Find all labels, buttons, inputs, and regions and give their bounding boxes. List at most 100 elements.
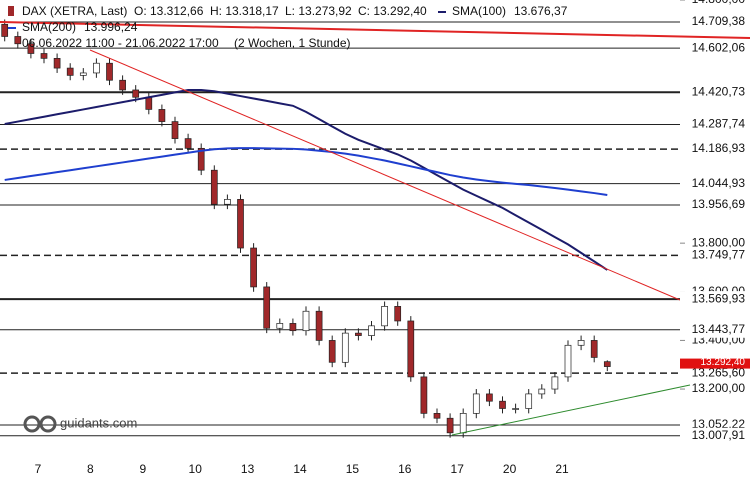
- watermark: guidants.com: [23, 415, 137, 433]
- candle-body: [93, 62, 100, 74]
- level-label: 14.287,74: [692, 117, 746, 131]
- level-label: 13.956,69: [692, 197, 746, 211]
- candle-body: [355, 332, 362, 336]
- x-tick-label: 8: [87, 462, 94, 476]
- level-label: 13.052,22: [692, 417, 746, 431]
- level-label-box: [680, 14, 750, 31]
- candle-body: [171, 121, 179, 139]
- legend-ohlc: O: 13.312,66: [134, 4, 204, 18]
- legend-value: 13.996,24: [84, 20, 138, 34]
- legend-name: SMA(100): [452, 4, 506, 18]
- level-label: 14.044,93: [692, 176, 746, 190]
- level-label-box: [680, 116, 750, 133]
- level-label-box: [680, 427, 750, 444]
- y-tick-label: 13.200,00: [692, 381, 746, 395]
- x-tick-label: 16: [398, 462, 412, 476]
- x-tick-label: 7: [35, 462, 42, 476]
- legend-ohlc: C: 13.292,40: [358, 4, 427, 18]
- candle-body: [551, 376, 559, 390]
- candle-body: [394, 306, 402, 322]
- candle-body: [224, 199, 231, 205]
- candle-body: [210, 169, 218, 205]
- level-label-box: [680, 141, 750, 158]
- candle-body: [368, 325, 375, 336]
- candle-body: [289, 323, 297, 332]
- candle-body: [14, 36, 22, 45]
- sma-line: [4, 88, 608, 271]
- candle-body: [486, 393, 493, 402]
- current-price-label: 13.292,40: [701, 357, 746, 368]
- candle-body: [158, 109, 166, 122]
- candle-body: [420, 376, 428, 414]
- logo: [23, 415, 41, 433]
- legend-name: SMA(200): [22, 20, 76, 34]
- candle-body: [407, 320, 415, 378]
- candle-body: [564, 344, 572, 378]
- candle-body: [459, 413, 467, 434]
- candle-body: [197, 147, 205, 171]
- level-label: 14.186,93: [692, 141, 746, 155]
- level-label: 14.709,38: [692, 14, 746, 28]
- logo: [39, 415, 57, 433]
- level-label-box: [680, 175, 750, 192]
- candle-body: [525, 393, 533, 409]
- candle-body: [106, 62, 113, 81]
- x-tick-label: 21: [555, 462, 569, 476]
- legend-ohlc: H: 13.318,17: [210, 4, 279, 18]
- legend-period: (2 Wochen, 1 Stunde): [234, 36, 351, 50]
- level-label: 13.443,77: [692, 322, 746, 336]
- level-label: 13.265,60: [692, 365, 746, 379]
- level-label-box: [680, 247, 750, 264]
- candle-body: [237, 199, 244, 249]
- candle-body: [603, 361, 611, 367]
- legend-date-range: 06.06.2022 11:00 - 21.06.2022 17:00: [22, 36, 219, 50]
- candle-body: [119, 79, 126, 91]
- candle-body: [302, 310, 310, 332]
- candle-body: [512, 408, 519, 410]
- candle-body: [315, 310, 323, 341]
- current-price-box: [680, 358, 750, 369]
- level-label-box: [680, 84, 750, 101]
- candle-body: [250, 247, 257, 288]
- candle-body: [263, 286, 271, 329]
- candle-body: [40, 53, 48, 59]
- candle-body: [472, 393, 480, 414]
- level-label: 14.602,06: [692, 40, 746, 54]
- y-tick-label: 13.800,00: [692, 235, 746, 249]
- candle-body: [53, 58, 61, 69]
- candle-body: [27, 43, 35, 54]
- level-label: 13.007,91: [692, 428, 746, 442]
- candle-body: [145, 96, 153, 110]
- candle-body: [433, 413, 441, 419]
- candle-body: [381, 306, 388, 327]
- x-tick-label: 10: [189, 462, 203, 476]
- candle-body: [132, 89, 140, 98]
- x-tick-label: 17: [451, 462, 465, 476]
- level-label: 13.569,93: [692, 291, 746, 305]
- trend-line: [89, 49, 681, 301]
- x-tick-label: 15: [346, 462, 360, 476]
- sma-line: [4, 147, 608, 197]
- level-label-box: [680, 197, 750, 214]
- x-tick-label: 14: [293, 462, 307, 476]
- x-tick-label: 13: [241, 462, 255, 476]
- candle-body: [577, 340, 585, 346]
- candle-body: [66, 67, 74, 76]
- level-label-box: [680, 365, 750, 382]
- trend-line: [0, 21, 750, 39]
- level-label-box: [680, 291, 750, 308]
- candle-body: [184, 138, 192, 149]
- watermark-text: guidants.com: [60, 415, 137, 430]
- trend-line: [451, 384, 691, 436]
- candle-body: [1, 23, 9, 37]
- candle-body: [499, 400, 506, 409]
- legend-ohlc: L: 13.273,92: [285, 4, 352, 18]
- candle-body: [590, 340, 598, 358]
- x-tick-label: 9: [139, 462, 146, 476]
- candle-body: [446, 417, 454, 434]
- x-tick-label: 20: [503, 462, 517, 476]
- candle-body: [538, 388, 546, 395]
- legend: DAX (XETRA, Last) O: 13.312,66 H: 13.318…: [8, 4, 568, 50]
